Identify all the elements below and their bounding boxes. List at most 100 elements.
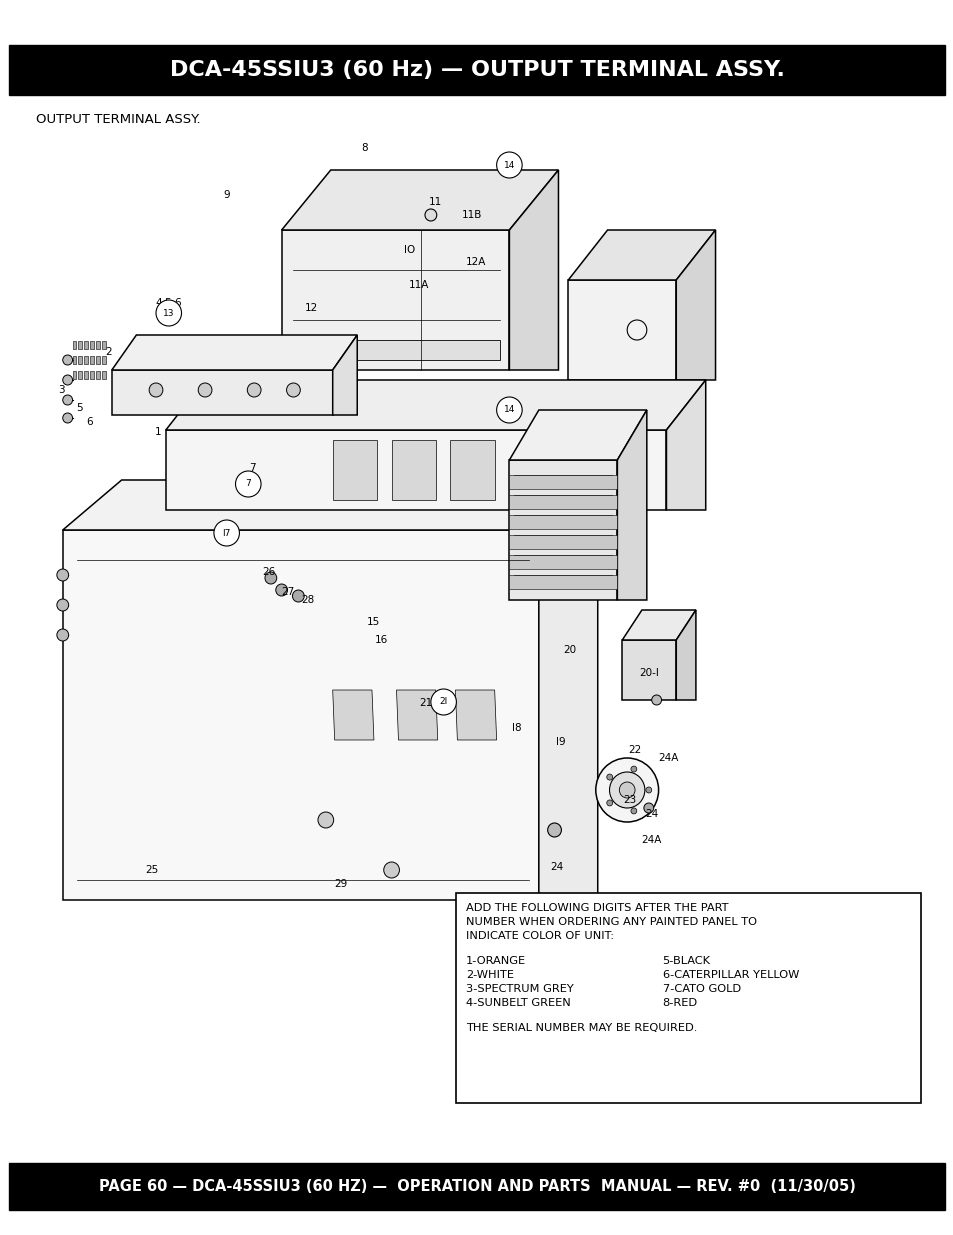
Circle shape (63, 354, 72, 366)
Text: 3: 3 (58, 385, 65, 395)
Circle shape (596, 758, 658, 823)
Polygon shape (84, 370, 89, 379)
Text: 20: 20 (563, 645, 577, 655)
Text: 29: 29 (334, 879, 347, 889)
Polygon shape (396, 690, 437, 740)
Text: 2-WHITE: 2-WHITE (466, 971, 514, 981)
Text: 7-CATO GOLD: 7-CATO GOLD (661, 984, 740, 994)
Polygon shape (63, 530, 538, 900)
Text: 6: 6 (86, 417, 92, 427)
Polygon shape (63, 480, 598, 530)
Polygon shape (617, 410, 646, 600)
Text: 9: 9 (223, 190, 230, 200)
Polygon shape (78, 356, 82, 364)
Text: 28: 28 (301, 595, 314, 605)
Text: 4,5,6: 4,5,6 (155, 298, 182, 308)
Text: 25: 25 (145, 864, 158, 876)
Text: 12: 12 (304, 303, 317, 312)
Text: 14: 14 (503, 161, 515, 169)
Circle shape (149, 383, 163, 396)
Text: 24: 24 (549, 862, 562, 872)
Polygon shape (621, 640, 676, 700)
Circle shape (497, 152, 521, 178)
Polygon shape (78, 370, 82, 379)
Text: 12A: 12A (465, 257, 486, 267)
Circle shape (424, 209, 436, 221)
Circle shape (643, 803, 653, 813)
Circle shape (606, 800, 612, 806)
Polygon shape (509, 535, 617, 550)
Text: 5-BLACK: 5-BLACK (661, 956, 710, 966)
Polygon shape (538, 480, 598, 900)
Text: 7: 7 (245, 479, 251, 489)
Polygon shape (509, 410, 646, 459)
Text: 3-SPECTRUM GREY: 3-SPECTRUM GREY (466, 984, 574, 994)
Polygon shape (102, 356, 106, 364)
Circle shape (63, 375, 72, 385)
Polygon shape (294, 340, 499, 359)
Text: 4-SUNBELT GREEN: 4-SUNBELT GREEN (466, 998, 570, 1008)
Text: 24: 24 (644, 809, 658, 819)
Polygon shape (96, 370, 100, 379)
Polygon shape (450, 440, 495, 500)
Polygon shape (91, 341, 94, 350)
Circle shape (213, 520, 239, 546)
Polygon shape (676, 610, 695, 700)
Text: PAGE 60 — DCA-45SSIU3 (60 HZ) —  OPERATION AND PARTS  MANUAL — REV. #0  (11/30/0: PAGE 60 — DCA-45SSIU3 (60 HZ) — OPERATIO… (98, 1179, 855, 1194)
Bar (9, 44, 944, 95)
Text: 11B: 11B (461, 210, 482, 220)
Text: 2I: 2I (439, 698, 447, 706)
Text: DCA-45SSIU3 (60 Hz) — OUTPUT TERMINAL ASSY.: DCA-45SSIU3 (60 Hz) — OUTPUT TERMINAL AS… (170, 61, 783, 80)
Polygon shape (91, 370, 94, 379)
Text: IO: IO (403, 245, 415, 254)
Text: 1-ORANGE: 1-ORANGE (466, 956, 526, 966)
Text: ADD THE FOLLOWING DIGITS AFTER THE PART: ADD THE FOLLOWING DIGITS AFTER THE PART (466, 903, 728, 913)
Polygon shape (91, 356, 94, 364)
Text: 20-I: 20-I (639, 668, 658, 678)
Circle shape (235, 471, 261, 496)
Text: 5: 5 (76, 403, 83, 412)
Text: 2: 2 (106, 347, 112, 357)
Polygon shape (568, 280, 676, 380)
Polygon shape (281, 170, 558, 230)
Circle shape (317, 811, 334, 827)
Polygon shape (509, 475, 617, 489)
Circle shape (63, 412, 72, 424)
Circle shape (630, 766, 637, 772)
Circle shape (57, 599, 69, 611)
Polygon shape (72, 370, 76, 379)
Polygon shape (509, 170, 558, 370)
Text: 16: 16 (375, 635, 388, 645)
Circle shape (609, 772, 644, 808)
Circle shape (606, 774, 612, 781)
Circle shape (63, 395, 72, 405)
Polygon shape (333, 335, 356, 415)
Polygon shape (166, 380, 705, 430)
Polygon shape (568, 230, 715, 280)
Polygon shape (509, 495, 617, 509)
Circle shape (645, 787, 651, 793)
Text: 23: 23 (623, 795, 636, 805)
Circle shape (630, 808, 637, 814)
Polygon shape (112, 370, 333, 415)
Circle shape (247, 383, 261, 396)
Circle shape (286, 383, 300, 396)
Text: 14: 14 (503, 405, 515, 415)
Text: I7: I7 (222, 529, 231, 537)
Polygon shape (455, 690, 497, 740)
Circle shape (198, 383, 212, 396)
Bar (9, 1163, 944, 1210)
Circle shape (497, 396, 521, 424)
Text: I9: I9 (555, 737, 565, 747)
Text: I7: I7 (220, 527, 230, 537)
Text: 22: 22 (628, 745, 641, 755)
Polygon shape (333, 440, 376, 500)
Polygon shape (84, 341, 89, 350)
Polygon shape (509, 459, 617, 600)
Text: 15: 15 (367, 618, 380, 627)
Text: 27: 27 (280, 587, 294, 597)
Polygon shape (509, 555, 617, 569)
Circle shape (156, 300, 181, 326)
Polygon shape (509, 515, 617, 529)
Circle shape (383, 862, 399, 878)
